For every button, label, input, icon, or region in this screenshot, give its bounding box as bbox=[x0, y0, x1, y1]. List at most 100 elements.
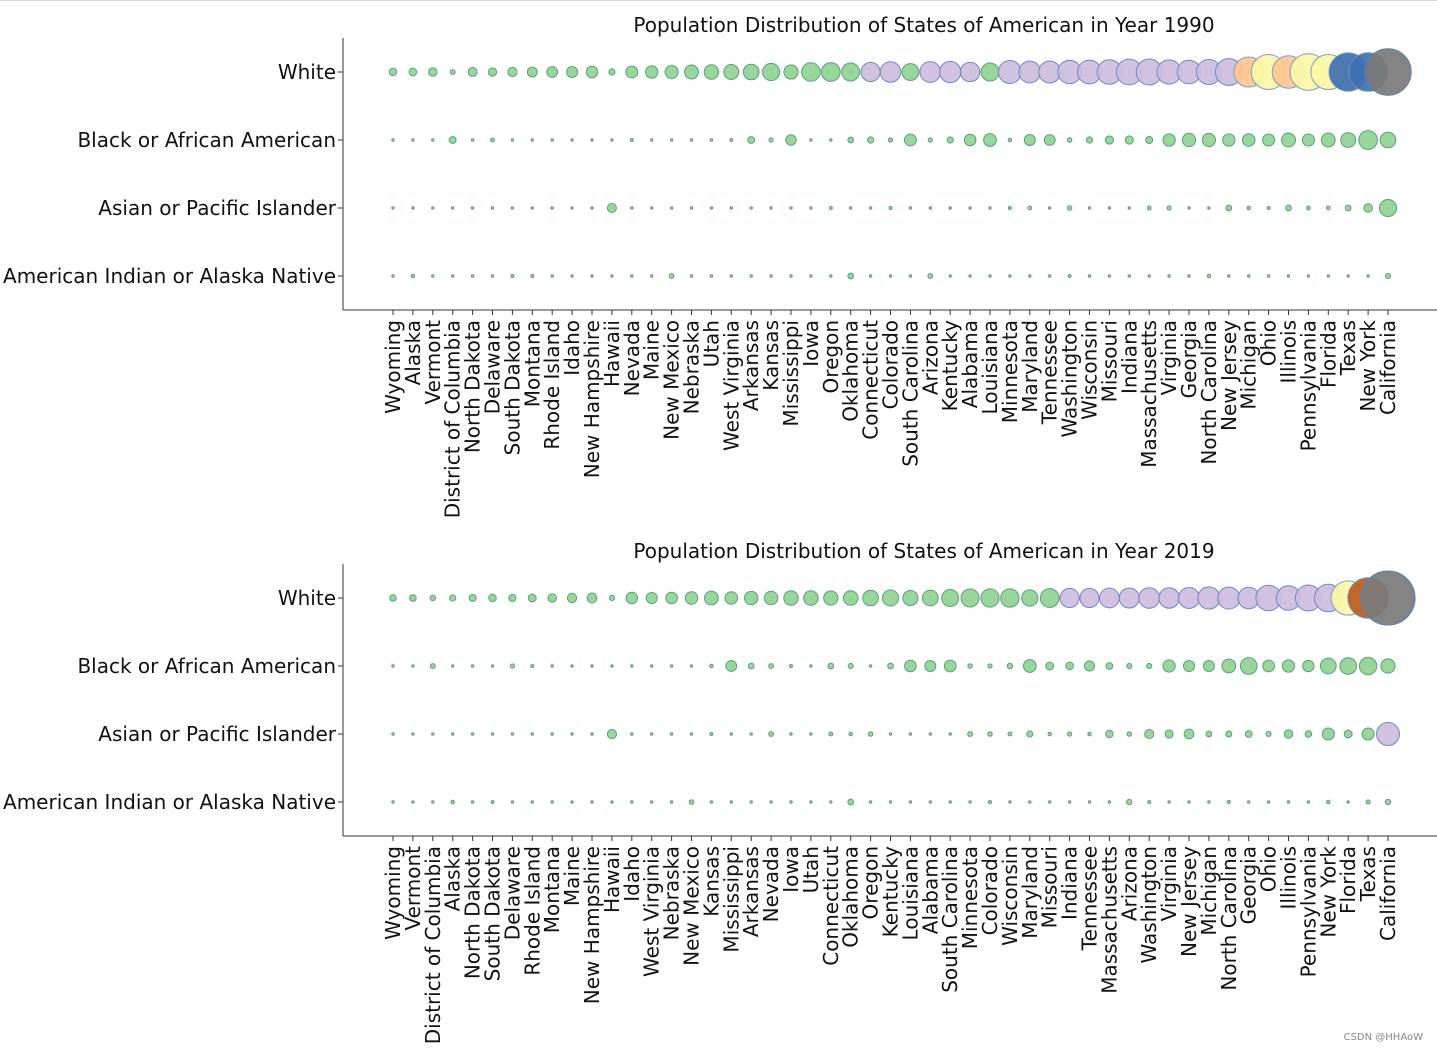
x-tick-label-virginia: Virginia bbox=[1157, 846, 1181, 921]
bubble-american-indian-or-alaska-native-south-carolina bbox=[908, 274, 913, 278]
bubble-white-new-hampshire bbox=[586, 592, 598, 604]
x-tick-label-oregon: Oregon bbox=[859, 846, 883, 919]
bubble-american-indian-or-alaska-native-kansas bbox=[769, 274, 773, 278]
bubble-black-or-african-american-north-dakota bbox=[470, 138, 475, 142]
bubble-american-indian-or-alaska-native-utah bbox=[809, 800, 813, 804]
chart-panel-2: Population Distribution of States of Ame… bbox=[3, 539, 1437, 1044]
bubble-white-arkansas bbox=[742, 63, 760, 81]
bubble-white-kansas bbox=[704, 590, 719, 606]
bubble-american-indian-or-alaska-native-illinois bbox=[1286, 274, 1291, 278]
bubble-white-montana bbox=[526, 66, 538, 78]
bubble-white-kansas bbox=[762, 62, 781, 82]
bubble-black-or-african-american-north-carolina bbox=[1221, 658, 1237, 674]
bubble-white-oregon bbox=[862, 589, 879, 607]
bubble-american-indian-or-alaska-native-vermont bbox=[411, 800, 415, 804]
bubble-asian-or-pacific-islander-kentucky bbox=[888, 732, 893, 736]
bubble-black-or-african-american-virginia bbox=[1162, 659, 1176, 673]
bubble-black-or-african-american-delaware bbox=[509, 663, 516, 669]
bubble-american-indian-or-alaska-native-rhode-island bbox=[530, 800, 534, 804]
x-tick-label-oklahoma: Oklahoma bbox=[839, 846, 863, 948]
bubble-asian-or-pacific-islander-indiana bbox=[1127, 206, 1132, 210]
x-tick-label-illinois: Illinois bbox=[1277, 846, 1301, 909]
bubble-american-indian-or-alaska-native-alaska bbox=[450, 799, 455, 805]
x-tick-label-iowa: Iowa bbox=[799, 320, 823, 367]
bubble-american-indian-or-alaska-native-florida bbox=[1326, 274, 1331, 278]
watermark: CSDN @HHAoW bbox=[1343, 1032, 1423, 1043]
bubble-asian-or-pacific-islander-illinois bbox=[1285, 204, 1292, 212]
x-tick-label-new-mexico: New Mexico bbox=[660, 320, 684, 440]
bubble-american-indian-or-alaska-native-west-virginia bbox=[729, 274, 733, 278]
bubble-black-or-african-american-pennsylvania bbox=[1301, 133, 1315, 147]
bubble-black-or-african-american-minnesota bbox=[1007, 137, 1013, 143]
x-tick-label-north-carolina: North Carolina bbox=[1197, 320, 1221, 465]
x-tick-label-texas: Texas bbox=[1356, 846, 1380, 902]
bubble-black-or-african-american-new-mexico bbox=[669, 138, 674, 142]
bubble-american-indian-or-alaska-native-washington bbox=[1067, 274, 1072, 278]
bubble-asian-or-pacific-islander-new-york bbox=[1363, 203, 1373, 213]
bubble-asian-or-pacific-islander-nevada bbox=[768, 731, 775, 737]
bubble-american-indian-or-alaska-native-alabama bbox=[928, 800, 932, 804]
bubble-white-wisconsin bbox=[1000, 588, 1020, 608]
bubble-white-arizona bbox=[919, 61, 942, 83]
bubble-black-or-african-american-maryland bbox=[1023, 134, 1036, 146]
bubble-white-maryland bbox=[1021, 589, 1039, 607]
x-tick-label-vermont: Vermont bbox=[401, 846, 425, 931]
bubble-asian-or-pacific-islander-missouri bbox=[1047, 731, 1052, 737]
bubble-american-indian-or-alaska-native-new-hampshire bbox=[590, 274, 594, 278]
x-tick-label-rhode-island: Rhode Island bbox=[540, 320, 564, 450]
x-tick-label-michigan: Michigan bbox=[1237, 320, 1261, 410]
bubble-black-or-african-american-south-dakota bbox=[490, 664, 495, 668]
x-tick-label-kentucky: Kentucky bbox=[938, 320, 962, 411]
bubble-black-or-african-american-iowa bbox=[789, 664, 793, 668]
bubble-asian-or-pacific-islander-south-carolina bbox=[908, 206, 913, 210]
bubble-black-or-african-american-maryland bbox=[1022, 659, 1037, 673]
bubble-white-maine bbox=[566, 592, 578, 604]
bubble-black-or-african-american-south-dakota bbox=[510, 138, 515, 142]
x-tick-label-maryland: Maryland bbox=[1018, 846, 1042, 939]
bubble-american-indian-or-alaska-native-minnesota bbox=[1008, 274, 1012, 278]
bubble-american-indian-or-alaska-native-north-carolina bbox=[1206, 273, 1212, 279]
x-tick-label-georgia: Georgia bbox=[1177, 320, 1201, 398]
bubble-white-rhode-island bbox=[527, 593, 537, 603]
bubble-american-indian-or-alaska-native-new-jersey bbox=[1227, 274, 1231, 278]
bubble-black-or-african-american-missouri bbox=[1045, 661, 1055, 671]
bubble-white-massachusetts bbox=[1099, 587, 1120, 609]
bubble-american-indian-or-alaska-native-michigan bbox=[1207, 800, 1211, 804]
x-tick-label-kansas: Kansas bbox=[699, 846, 723, 917]
bubble-asian-or-pacific-islander-south-dakota bbox=[510, 206, 515, 210]
y-tick-label-american-indian-or-alaska-native: American Indian or Alaska Native bbox=[3, 790, 336, 814]
bubble-asian-or-pacific-islander-iowa bbox=[789, 732, 793, 736]
bubble-asian-or-pacific-islander-arizona bbox=[928, 206, 933, 210]
bubble-asian-or-pacific-islander-alabama bbox=[928, 732, 933, 736]
bubble-white-washington bbox=[1138, 587, 1160, 609]
bubble-asian-or-pacific-islander-idaho bbox=[570, 206, 574, 210]
bubble-white-louisiana bbox=[902, 589, 919, 607]
bubble-american-indian-or-alaska-native-ohio bbox=[1266, 274, 1271, 278]
x-tick-label-new-jersey: New Jersey bbox=[1217, 320, 1241, 431]
bubble-asian-or-pacific-islander-new-hampshire bbox=[590, 206, 594, 210]
bubble-american-indian-or-alaska-native-pennsylvania bbox=[1306, 800, 1311, 804]
bubble-black-or-african-american-south-carolina bbox=[903, 133, 917, 147]
bubble-american-indian-or-alaska-native-west-virginia bbox=[650, 800, 654, 804]
x-tick-label-pennsylvania: Pennsylvania bbox=[1296, 320, 1320, 451]
x-tick-label-kansas: Kansas bbox=[759, 320, 783, 391]
x-tick-label-rhode-island: Rhode Island bbox=[520, 846, 544, 976]
x-tick-label-montana: Montana bbox=[520, 320, 544, 407]
bubble-white-south-dakota bbox=[507, 66, 518, 78]
bubble-american-indian-or-alaska-native-washington bbox=[1147, 800, 1152, 804]
x-tick-label-west-virginia: West Virginia bbox=[640, 846, 664, 977]
y-tick-label-white: White bbox=[278, 60, 336, 84]
bubble-black-or-african-american-arkansas bbox=[747, 662, 755, 670]
bubble-white-mississippi bbox=[724, 591, 739, 605]
x-tick-label-north-dakota: North Dakota bbox=[461, 320, 485, 453]
x-tick-label-missouri: Missouri bbox=[1038, 846, 1062, 928]
bubble-black-or-african-american-tennessee bbox=[1084, 660, 1095, 672]
bubble-american-indian-or-alaska-native-pennsylvania bbox=[1306, 274, 1311, 278]
bubble-american-indian-or-alaska-native-kansas bbox=[709, 800, 714, 804]
bubble-asian-or-pacific-islander-arizona bbox=[1126, 731, 1133, 737]
bubble-asian-or-pacific-islander-oklahoma bbox=[849, 206, 853, 210]
bubble-asian-or-pacific-islander-california bbox=[1376, 722, 1400, 746]
x-tick-label-district-of-columbia: District of Columbia bbox=[421, 846, 445, 1044]
bubble-asian-or-pacific-islander-rhode-island bbox=[550, 206, 554, 210]
